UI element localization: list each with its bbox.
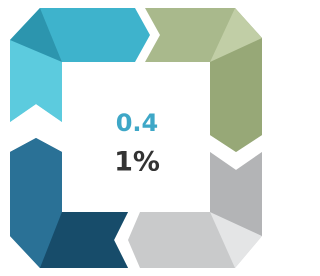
ribbon-top-left xyxy=(10,8,150,122)
center-label: 0.4 xyxy=(116,109,159,137)
cycle-diagram: 0.4 1% xyxy=(0,0,273,276)
page: 0.4 1% (() => { const data = JSON.parse(… xyxy=(0,0,273,276)
ribbon-bottom-left xyxy=(10,138,128,268)
center-value: 1% xyxy=(114,147,160,178)
ribbon-top-right xyxy=(145,8,262,152)
